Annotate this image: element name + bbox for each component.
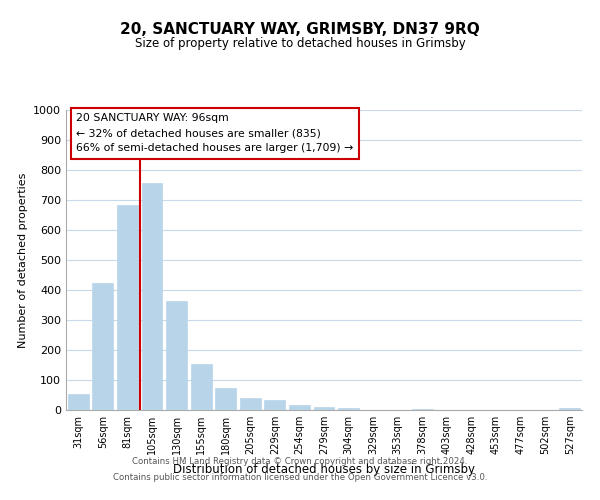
Bar bbox=[412, 408, 433, 410]
Text: Contains public sector information licensed under the Open Government Licence v3: Contains public sector information licen… bbox=[113, 472, 487, 482]
Bar bbox=[92, 283, 113, 410]
Bar bbox=[265, 400, 286, 410]
Bar bbox=[191, 364, 212, 410]
Y-axis label: Number of detached properties: Number of detached properties bbox=[17, 172, 28, 348]
Bar bbox=[240, 398, 261, 410]
Bar bbox=[166, 302, 187, 410]
Bar bbox=[314, 407, 334, 410]
Bar bbox=[68, 394, 89, 410]
Bar bbox=[117, 205, 138, 410]
Text: Size of property relative to detached houses in Grimsby: Size of property relative to detached ho… bbox=[134, 38, 466, 51]
Bar bbox=[289, 404, 310, 410]
Text: 20, SANCTUARY WAY, GRIMSBY, DN37 9RQ: 20, SANCTUARY WAY, GRIMSBY, DN37 9RQ bbox=[120, 22, 480, 38]
Text: 20 SANCTUARY WAY: 96sqm
← 32% of detached houses are smaller (835)
66% of semi-d: 20 SANCTUARY WAY: 96sqm ← 32% of detache… bbox=[76, 113, 353, 154]
Bar bbox=[338, 408, 359, 410]
Bar bbox=[559, 408, 580, 410]
X-axis label: Distribution of detached houses by size in Grimsby: Distribution of detached houses by size … bbox=[173, 462, 475, 475]
Bar bbox=[142, 183, 163, 410]
Text: Contains HM Land Registry data © Crown copyright and database right 2024.: Contains HM Land Registry data © Crown c… bbox=[132, 458, 468, 466]
Bar bbox=[215, 388, 236, 410]
